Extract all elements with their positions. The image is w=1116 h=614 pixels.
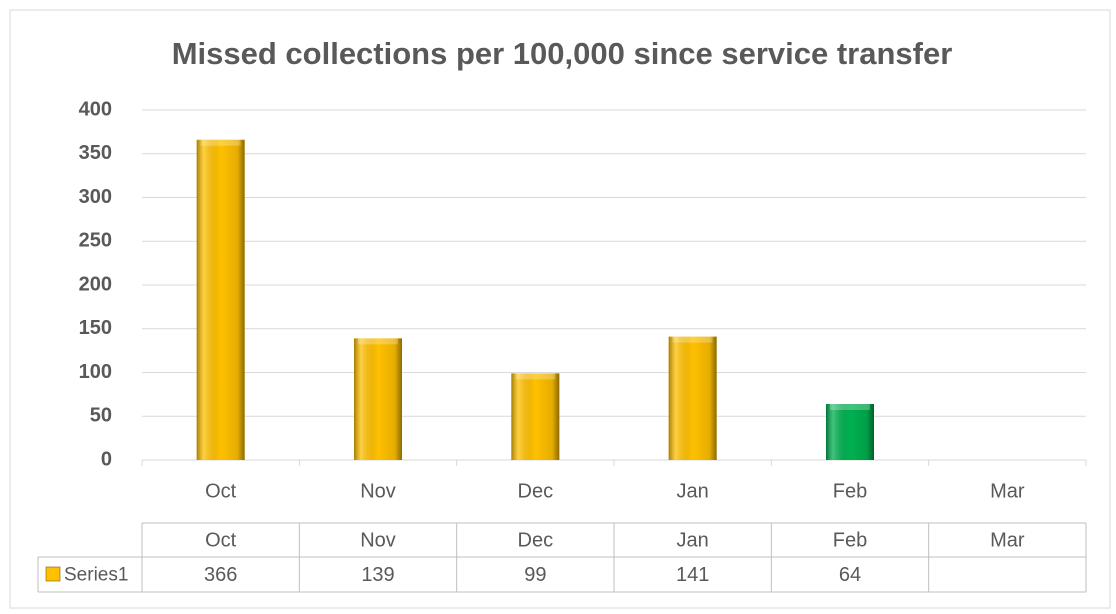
table-value: 99 <box>524 564 546 586</box>
y-tick-label: 200 <box>79 273 112 295</box>
y-tick-label: 150 <box>79 317 112 339</box>
bar-cap <box>200 139 241 146</box>
y-tick-label: 400 <box>79 98 112 120</box>
y-tick-label: 0 <box>101 448 112 470</box>
bar-shading <box>826 404 874 460</box>
x-tick-label: Oct <box>205 480 237 502</box>
y-tick-label: 50 <box>90 405 112 427</box>
x-tick-label: Dec <box>518 480 554 502</box>
table-header: Dec <box>518 529 554 551</box>
y-tick-label: 300 <box>79 186 112 208</box>
table-header: Jan <box>677 529 709 551</box>
bar-shading <box>196 139 245 460</box>
table-value: 139 <box>361 564 394 586</box>
legend-label: Series1 <box>64 565 128 586</box>
x-tick-label: Jan <box>677 480 709 502</box>
chart-title: Missed collections per 100,000 since ser… <box>172 36 953 71</box>
bar-cap <box>358 338 398 345</box>
y-tick-label: 100 <box>79 361 112 383</box>
x-tick-label: Mar <box>990 480 1025 502</box>
bar-shading <box>354 338 402 460</box>
table-header: Mar <box>990 529 1025 551</box>
bar-shading <box>511 373 560 460</box>
table-value: 141 <box>676 564 709 586</box>
bar-cap <box>830 404 870 410</box>
x-tick-label: Feb <box>833 480 867 502</box>
table-header: Oct <box>205 529 237 551</box>
bar-cap <box>672 336 713 343</box>
y-tick-label: 350 <box>79 142 112 164</box>
legend-key <box>45 566 61 582</box>
table-header: Nov <box>360 529 396 551</box>
y-tick-label: 250 <box>79 230 112 252</box>
chart-frame <box>9 9 1111 609</box>
bar-cap <box>515 373 556 380</box>
table-value: 64 <box>839 564 861 586</box>
x-tick-label: Nov <box>360 480 396 502</box>
bar-shading <box>668 336 717 460</box>
table-value: 366 <box>204 564 237 586</box>
table-header: Feb <box>833 529 867 551</box>
